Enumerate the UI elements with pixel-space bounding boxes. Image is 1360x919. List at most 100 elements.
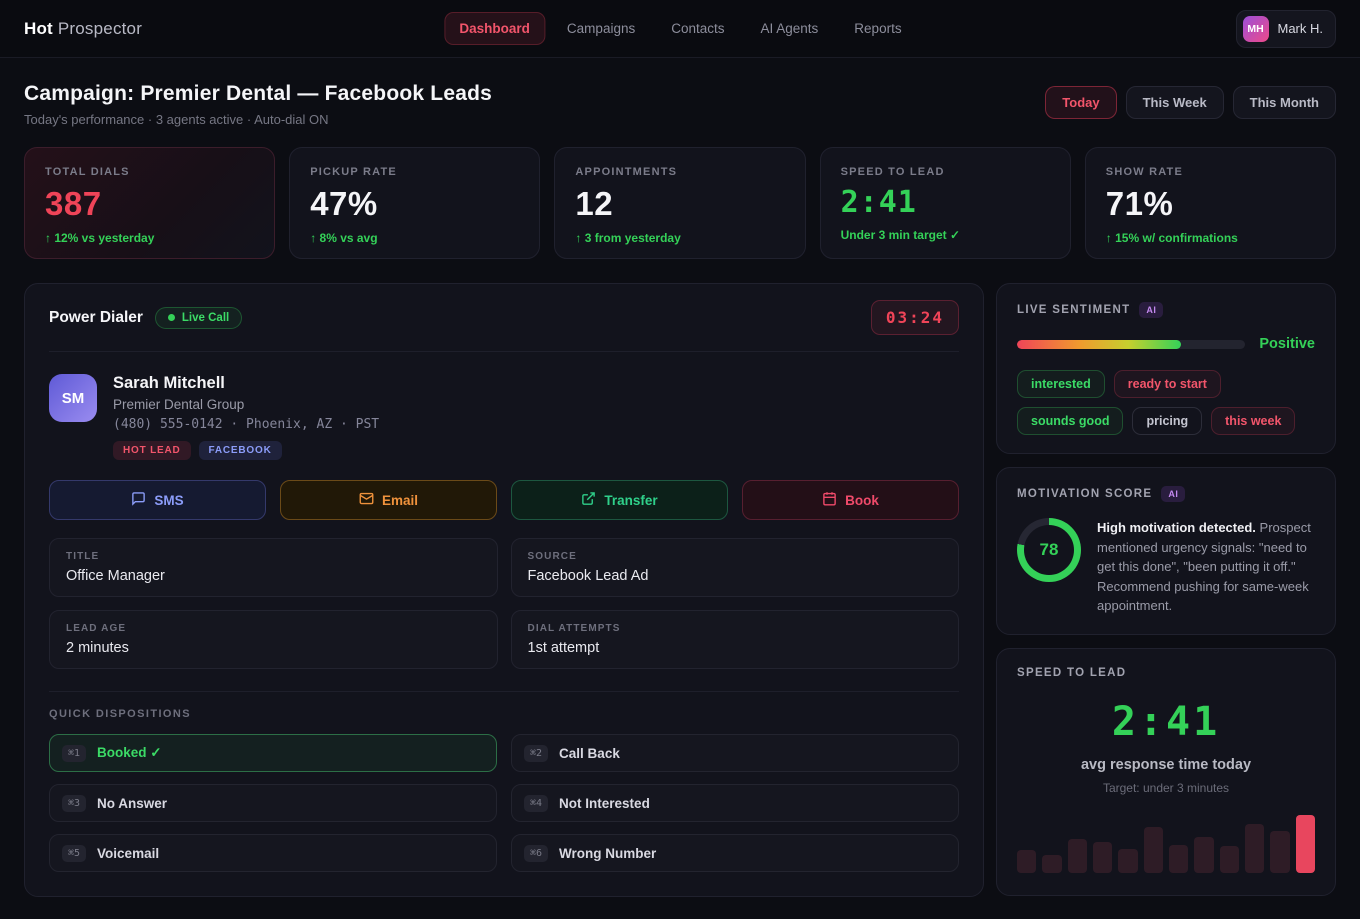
top-nav: Hot Prospector Dashboard Campaigns Conta… (0, 0, 1360, 58)
stat-card-show-rate: SHOW RATE 71% ↑ 15% w/ confirmations (1084, 147, 1336, 259)
sms-label: SMS (154, 492, 184, 508)
email-label: Email (381, 492, 419, 508)
shortcut-key-badge: ⌘2 (524, 744, 549, 762)
email-button[interactable]: Email (280, 480, 497, 520)
stat-delta: Under 3 min target ✓ (840, 228, 961, 242)
speed-caption: avg response time today (1080, 756, 1252, 773)
transfer-button[interactable]: Transfer (511, 480, 728, 520)
motivation-summary-body: Prospect mentioned urgency signals: "nee… (1097, 520, 1311, 613)
sentiment-keywords: interested ready to start sounds good pr… (1017, 370, 1315, 435)
contact-company: Premier Dental Group (113, 397, 245, 412)
sentiment-status: Positive (1259, 336, 1315, 352)
live-call-label: Live Call (181, 311, 230, 324)
facebook-tag: FACEBOOK (198, 441, 282, 460)
shortcut-key-badge: ⌘4 (524, 794, 549, 812)
book-button[interactable]: Book (742, 480, 959, 520)
field-value: 1st attempt (527, 640, 600, 656)
field-title[interactable]: TITLE Office Manager (49, 538, 498, 597)
disposition-voicemail-button[interactable]: ⌘5 Voicemail (49, 834, 497, 872)
stats-row: TOTAL DIALS 387 ↑ 12% vs yesterday PICKU… (24, 147, 1336, 259)
field-source[interactable]: SOURCE Facebook Lead Ad (510, 538, 959, 597)
brand-bold: Hot (24, 18, 53, 38)
stat-delta: ↑ 15% w/ confirmations (1105, 231, 1238, 245)
speed-bar (1017, 850, 1037, 873)
user-menu[interactable]: MH Mark H. (1235, 9, 1336, 48)
page-title: Campaign: Premier Dental — Facebook Lead… (24, 82, 492, 105)
disposition-label: Wrong Number (559, 845, 657, 861)
page-header: Campaign: Premier Dental — Facebook Lead… (24, 82, 1336, 127)
call-actions: SMS Email Transfer (49, 480, 959, 520)
keyword-chip: ready to start (1113, 370, 1221, 398)
speed-bar (1042, 854, 1062, 873)
stat-label: TOTAL DIALS (45, 166, 130, 178)
speed-bar (1168, 844, 1189, 873)
field-label: TITLE (66, 551, 100, 562)
speed-bar (1092, 842, 1113, 873)
field-label: LEAD AGE (66, 623, 127, 634)
field-lead-age[interactable]: LEAD AGE 2 minutes (49, 610, 498, 669)
sentiment-track (1017, 339, 1246, 349)
stat-label: SPEED TO LEAD (840, 166, 945, 178)
envelope-icon (359, 491, 374, 509)
field-dial-attempts[interactable]: DIAL ATTEMPTS 1st attempt (510, 610, 959, 669)
disposition-no-answer-button[interactable]: ⌘3 No Answer (49, 784, 497, 822)
sentiment-title: LIVE SENTIMENT (1017, 304, 1131, 316)
stat-label: SHOW RATE (1105, 166, 1183, 178)
stat-card-pickup-rate: PICKUP RATE 47% ↑ 8% vs avg (289, 147, 541, 259)
motivation-score-value: 78 (1024, 525, 1074, 575)
disposition-label: Not Interested (559, 795, 650, 811)
nav-links: Dashboard Campaigns Contacts AI Agents R… (444, 12, 915, 45)
keyword-chip: pricing (1132, 407, 1203, 435)
field-label: SOURCE (527, 551, 577, 562)
field-label: DIAL ATTEMPTS (527, 623, 621, 634)
transfer-label: Transfer (604, 492, 658, 508)
page-subtitle: Today's performance · 3 agents active · … (24, 112, 329, 127)
contact-phone: (480) 555-0142 · Phoenix, AZ · PST (113, 417, 380, 432)
motivation-score-panel: MOTIVATION SCORE AI 78 High motivation d… (996, 467, 1336, 635)
range-today-button[interactable]: Today (1045, 86, 1117, 119)
lead-fields: TITLE Office Manager SOURCE Facebook Lea… (49, 538, 959, 669)
contact-card: SM Sarah Mitchell Premier Dental Group (… (49, 374, 959, 460)
live-dot-icon (167, 314, 175, 321)
range-month-button[interactable]: This Month (1232, 86, 1336, 119)
field-value: Facebook Lead Ad (527, 568, 649, 584)
chat-icon (131, 491, 146, 509)
calendar-icon (822, 491, 837, 509)
speed-value: 2:41 (1111, 698, 1221, 745)
book-label: Book (845, 492, 879, 508)
disposition-not-interested-button[interactable]: ⌘4 Not Interested (511, 784, 959, 822)
stat-value: 387 (45, 185, 102, 222)
field-value: Office Manager (66, 568, 165, 584)
disposition-label: Booked ✓ (97, 745, 162, 760)
dispositions-label: QUICK DISPOSITIONS (49, 708, 191, 720)
shortcut-key-badge: ⌘3 (62, 794, 87, 812)
brand-light: Prospector (57, 18, 143, 38)
range-week-button[interactable]: This Week (1125, 86, 1224, 119)
stat-card-appointments: APPOINTMENTS 12 ↑ 3 from yesterday (554, 147, 806, 259)
brand-logo[interactable]: Hot Prospector (24, 19, 142, 39)
speed-title: SPEED TO LEAD (1017, 666, 1127, 679)
nav-item-reports[interactable]: Reports (854, 21, 902, 36)
stat-value: 12 (575, 185, 614, 222)
date-range-group: Today This Week This Month (1045, 86, 1336, 119)
disposition-wrong-number-button[interactable]: ⌘6 Wrong Number (511, 834, 959, 872)
stat-card-total-dials: TOTAL DIALS 387 ↑ 12% vs yesterday (24, 147, 276, 259)
quick-dispositions: QUICK DISPOSITIONS ⌘1 Booked ✓ ⌘2 Call B… (49, 691, 959, 872)
field-value: 2 minutes (66, 640, 129, 656)
external-link-icon (581, 491, 596, 509)
motivation-title: MOTIVATION SCORE (1017, 488, 1153, 500)
nav-item-campaigns[interactable]: Campaigns (566, 21, 636, 36)
disposition-label: No Answer (97, 795, 168, 811)
disposition-call-back-button[interactable]: ⌘2 Call Back (511, 734, 959, 772)
nav-item-dashboard[interactable]: Dashboard (444, 12, 545, 45)
shortcut-key-badge: ⌘6 (524, 844, 549, 862)
motivation-summary: High motivation detected. Prospect menti… (1097, 518, 1315, 616)
keyword-chip: interested (1017, 370, 1105, 398)
sms-button[interactable]: SMS (49, 480, 266, 520)
shortcut-key-badge: ⌘5 (62, 844, 87, 862)
disposition-booked-button[interactable]: ⌘1 Booked ✓ (49, 734, 497, 772)
nav-item-ai-agents[interactable]: AI Agents (760, 21, 819, 36)
stat-delta: ↑ 12% vs yesterday (45, 231, 155, 245)
dialer-header: Power Dialer Live Call 03:24 (49, 284, 959, 352)
nav-item-contacts[interactable]: Contacts (671, 21, 725, 36)
